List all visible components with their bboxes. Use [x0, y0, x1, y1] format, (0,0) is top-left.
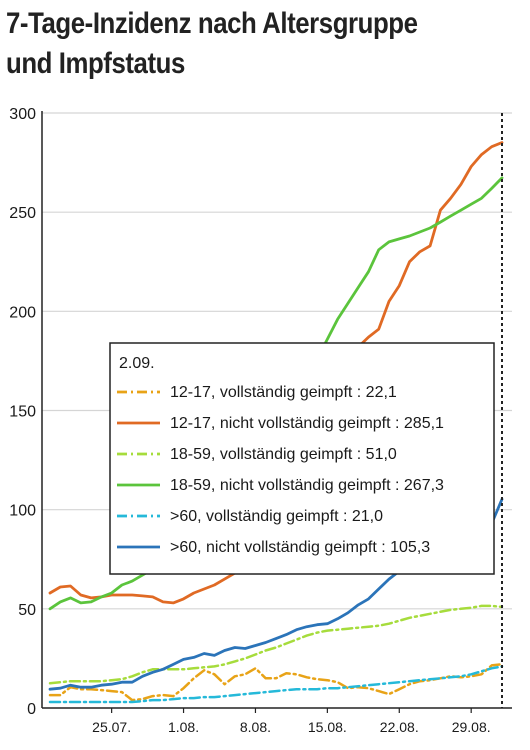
legend-title: 2.09. [119, 355, 155, 372]
series-line-5 [48, 665, 504, 704]
y-tick-label: 50 [18, 602, 36, 619]
x-tick-label: 15.08. [308, 719, 347, 735]
legend-box [109, 342, 495, 575]
legend-entry: >60, vollständig geimpft : 21,0 [170, 508, 383, 525]
y-tick-label: 0 [27, 701, 36, 718]
legend: 2.09. 12-17, vollständig geimpft : 22,1 12… [109, 342, 495, 575]
y-tick-label: 200 [9, 304, 36, 321]
axes: 0 50 100 150 200 250 300 25.07. 1.08. 8.08. 15.08.… [9, 106, 512, 735]
x-tick-label: 1.08. [168, 719, 199, 735]
y-tick-label: 300 [9, 106, 36, 123]
y-tick-label: 100 [9, 503, 36, 520]
x-tick-label: 25.07. [92, 719, 131, 735]
legend-entry: >60, nicht vollständig geimpft : 105,3 [170, 539, 430, 556]
legend-entry: 18-59, nicht vollständig geimpft : 267,3 [170, 477, 444, 494]
legend-entry: 12-17, vollständig geimpft : 22,1 [170, 384, 397, 401]
y-tick-label: 250 [9, 205, 36, 222]
series-line-1 [48, 662, 504, 702]
legend-entry: 12-17, nicht vollständig geimpft : 285,1 [170, 415, 444, 432]
legend-entry: 18-59, vollständig geimpft : 51,0 [170, 446, 397, 463]
x-tick-label: 29.08. [452, 719, 491, 735]
x-tick-label: 8.08. [240, 719, 271, 735]
chart-title: 7-Tage-Inzidenz nach Altersgruppe und Im… [6, 7, 418, 80]
y-tick-label: 150 [9, 404, 36, 421]
series-line-3 [48, 604, 504, 685]
x-tick-label: 22.08. [380, 719, 419, 735]
